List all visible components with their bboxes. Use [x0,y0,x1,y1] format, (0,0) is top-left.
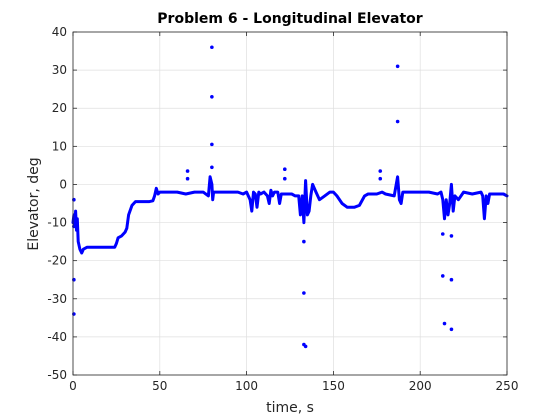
x-tick-label: 200 [409,379,432,393]
x-axis-label: time, s [266,400,314,416]
y-tick-label: -30 [47,292,67,306]
data-point [378,176,383,181]
data-point [440,274,445,278]
data-point [395,64,400,69]
data-point [395,119,400,124]
y-tick-label: 0 [59,177,67,191]
x-tick-label: 0 [69,379,77,393]
data-point [302,291,306,295]
y-tick-label: 30 [52,63,67,77]
data-point [442,321,447,326]
y-tick-label: -20 [47,254,67,268]
y-tick-label: -40 [47,330,67,344]
data-point [449,234,454,238]
data-point [185,176,190,181]
x-tick-label: 100 [235,379,258,393]
chart-title: Problem 6 - Longitudinal Elevator [157,11,422,27]
data-point [210,142,214,147]
data-point [210,165,214,170]
data-point [185,169,190,173]
x-tick-label: 250 [496,379,519,393]
series-line-0 [71,175,509,255]
data-point [449,277,454,282]
data-point [210,45,214,50]
data-point [302,239,306,244]
y-tick-label: 20 [52,101,67,115]
data-point [210,94,214,99]
y-tick-label: -50 [47,368,67,382]
data-point [282,167,287,171]
x-tick-label: 150 [322,379,345,393]
data-point [282,176,287,181]
data-point [440,232,445,236]
data-point [449,327,454,332]
x-tick-label: 50 [152,379,167,393]
data-point [378,169,383,173]
plot-frame [72,31,508,376]
y-tick-label: 10 [52,139,67,153]
y-tick-label: -10 [47,216,67,230]
y-tick-label: 40 [52,25,67,39]
data-point [303,344,308,349]
y-axis-label: Elevator, deg [26,157,42,250]
plot-area [73,32,507,375]
